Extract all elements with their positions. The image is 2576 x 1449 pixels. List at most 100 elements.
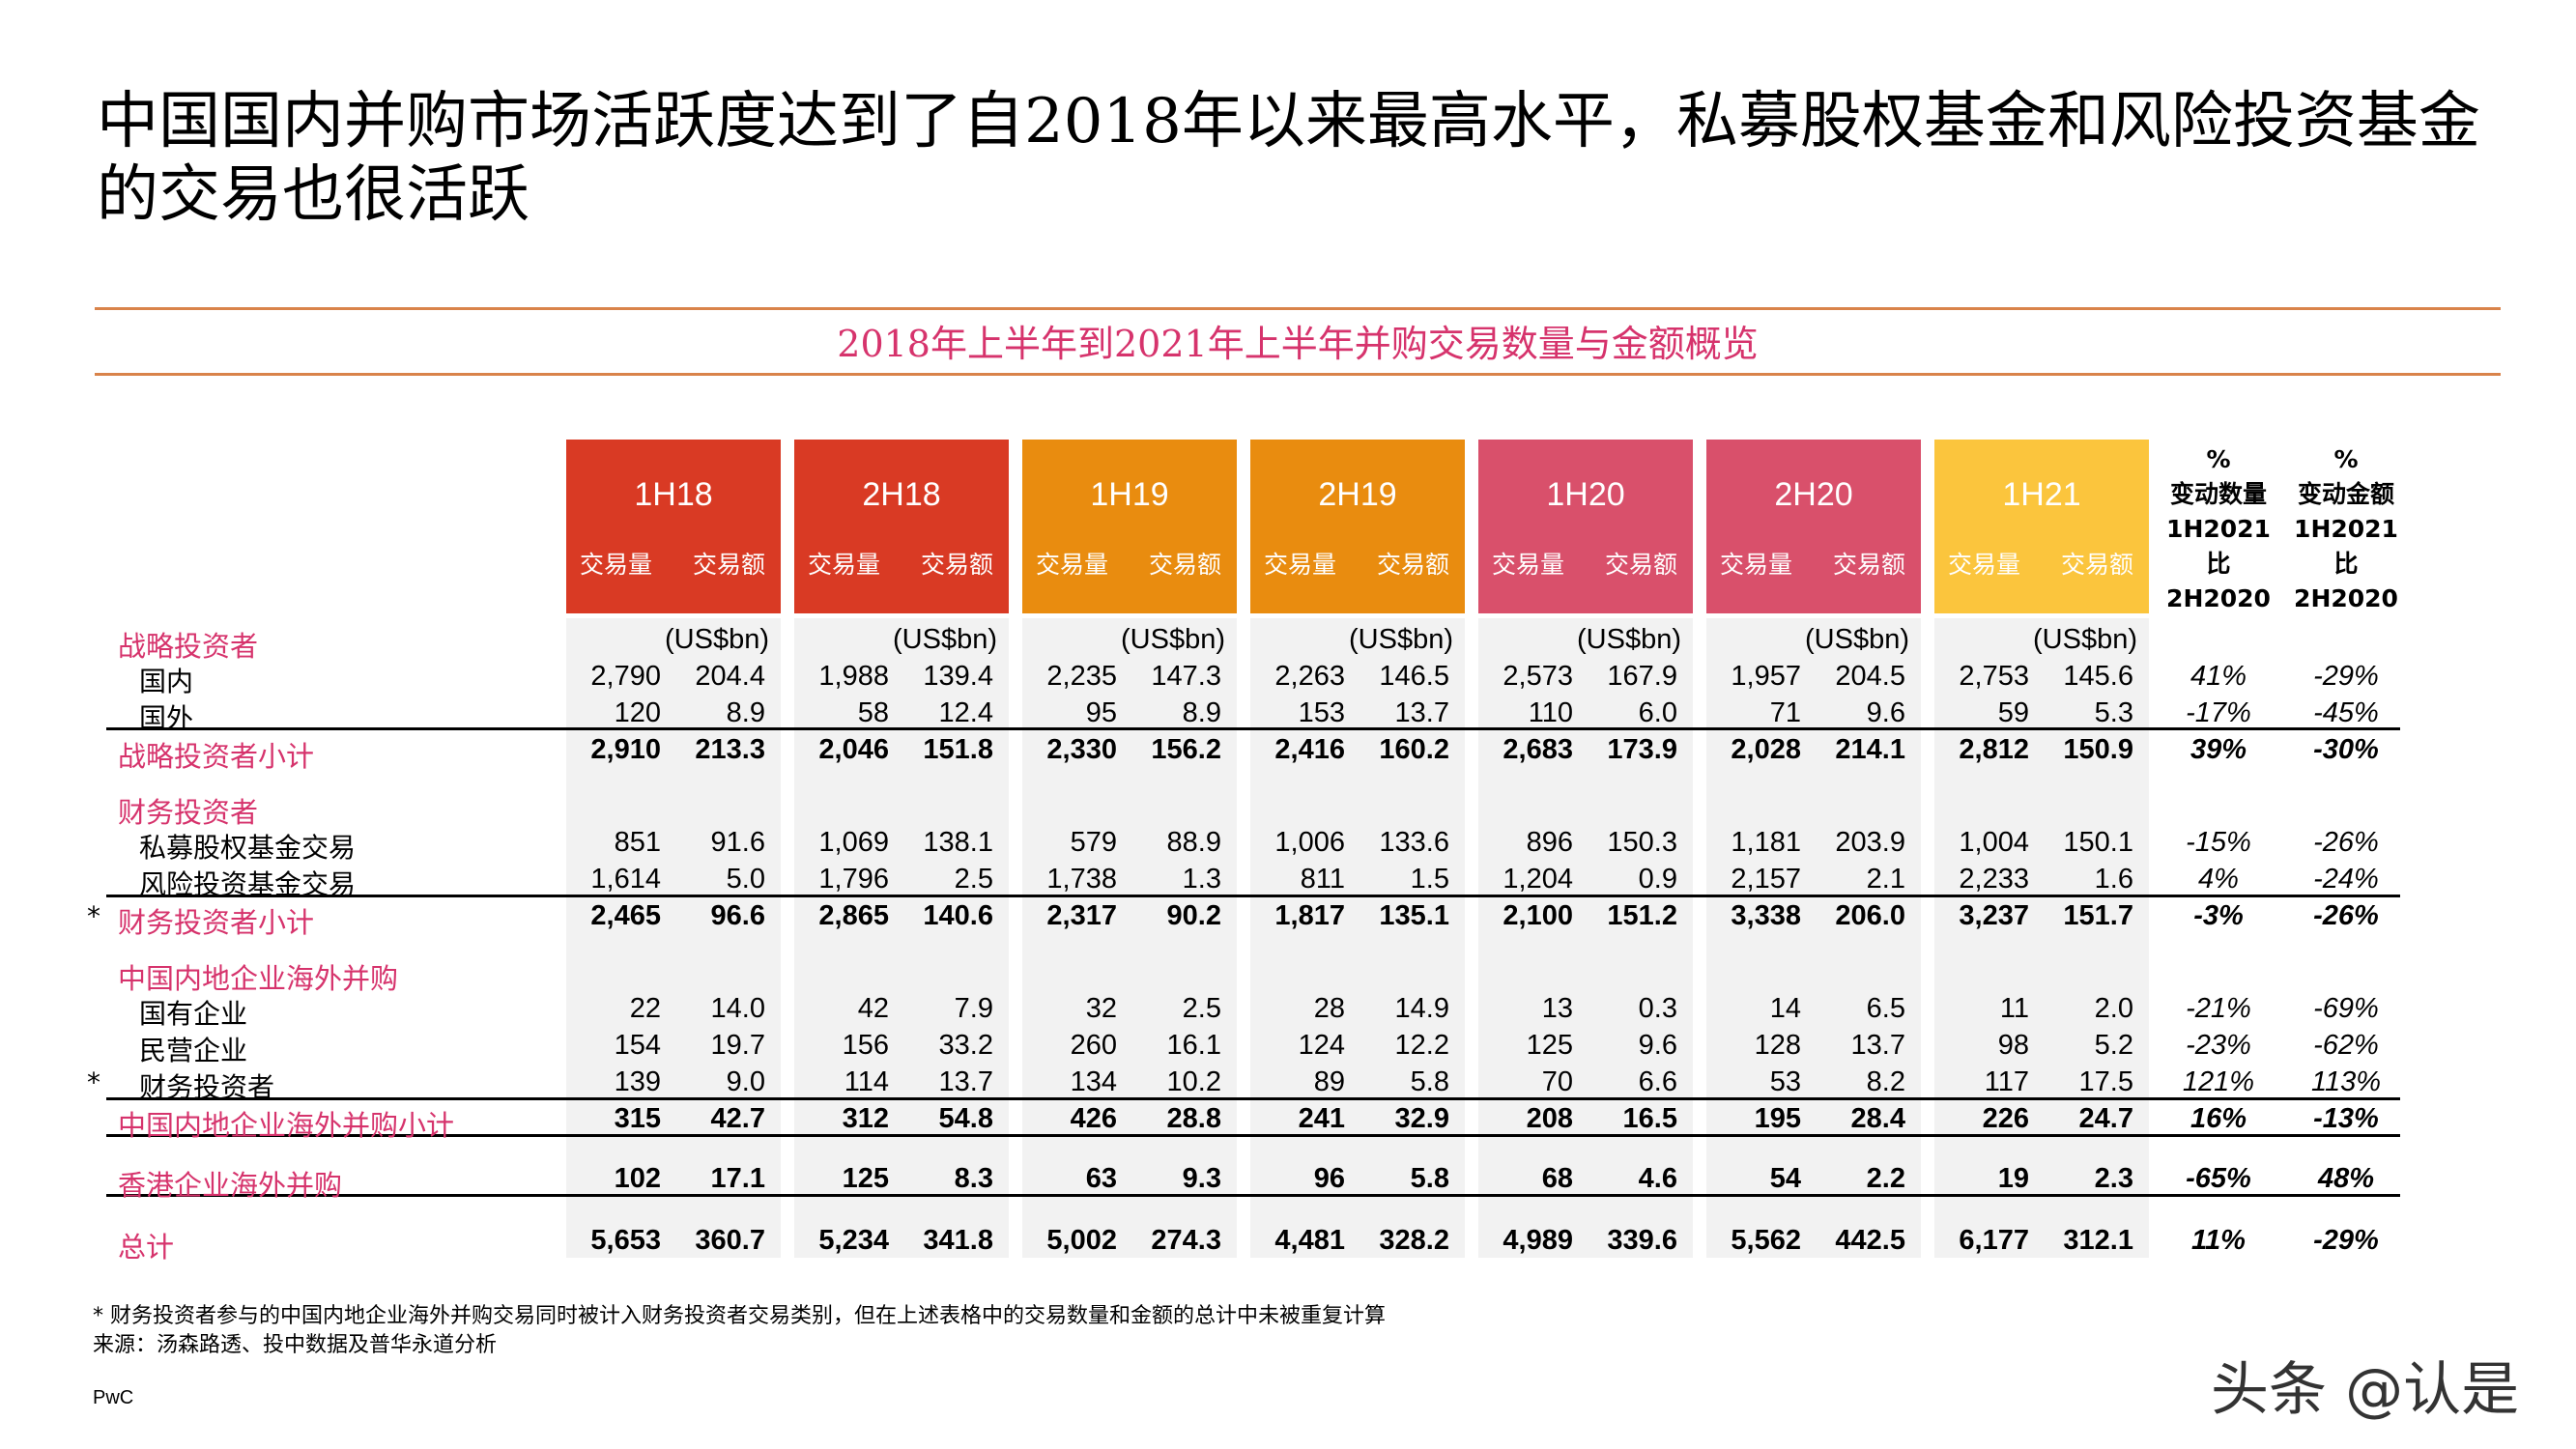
deal-value-cell: 13.7 (938, 1066, 993, 1097)
deal-value-cell: 2.3 (2094, 1163, 2133, 1194)
value-subheader: 交易额 (1148, 551, 1221, 579)
deal-value-cell: 339.6 (1607, 1225, 1677, 1256)
deal-value-cell: 90.2 (1166, 900, 1221, 931)
value-subheader: 交易额 (1376, 551, 1449, 579)
deal-count-cell: 95 (1085, 697, 1117, 728)
deal-value-cell: 274.3 (1151, 1225, 1221, 1256)
row-label: 国内 (139, 666, 194, 697)
deal-value-cell: 1.5 (1410, 864, 1449, 895)
change-value-cell: 48% (2317, 1163, 2375, 1194)
unit-label: (US$bn) (665, 624, 769, 655)
row-label: 风险投资基金交易 (139, 868, 357, 900)
deal-value-cell: 0.3 (1638, 993, 1677, 1024)
count-subheader: 交易量 (1948, 551, 2021, 579)
deal-count-cell: 2,416 (1274, 734, 1345, 765)
deal-count-cell: 120 (614, 697, 661, 728)
deal-count-cell: 315 (614, 1103, 661, 1134)
deal-count-cell: 312 (842, 1103, 889, 1134)
deal-value-cell: 9.0 (726, 1066, 765, 1097)
period-header-1h21: 1H21 交易量 交易额 (1934, 440, 2149, 613)
deal-value-cell: 151.7 (2063, 900, 2133, 931)
deal-value-cell: 5.2 (2094, 1030, 2133, 1061)
deal-count-cell: 154 (614, 1030, 661, 1061)
deal-value-cell: 4.6 (1638, 1163, 1677, 1194)
deal-count-cell: 851 (614, 827, 661, 858)
change-value-cell: 113% (2310, 1066, 2382, 1097)
change-value-header: % 变动金额 1H2021 比 2H2020 (2283, 442, 2409, 616)
deal-value-cell: 13.7 (1850, 1030, 1905, 1061)
deal-value-cell: 312.1 (2063, 1225, 2133, 1256)
deal-count-cell: 2,233 (1959, 864, 2029, 895)
deal-value-cell: 32.9 (1394, 1103, 1449, 1134)
header-line: 2H2020 (2166, 584, 2271, 612)
deal-value-cell: 2.0 (2094, 993, 2133, 1024)
row-label: 财务投资者 (139, 1071, 275, 1103)
deal-count-cell: 2,046 (818, 734, 889, 765)
change-value-cell: -62% (2313, 1030, 2379, 1061)
deal-count-cell: 260 (1070, 1030, 1117, 1061)
period-name: 1H19 (1090, 476, 1169, 513)
period-header-2h20: 2H20 交易量 交易额 (1706, 440, 1921, 613)
deal-value-cell: 24.7 (2078, 1103, 2133, 1134)
deal-count-cell: 156 (842, 1030, 889, 1061)
deal-count-cell: 54 (1769, 1163, 1801, 1194)
deal-count-cell: 4,989 (1503, 1225, 1573, 1256)
table-title: 2018年上半年到2021年上半年并购交易数量与金额概览 (837, 323, 1759, 365)
deal-count-cell: 32 (1085, 993, 1117, 1024)
deal-value-cell: 17.5 (2078, 1066, 2133, 1097)
deal-value-cell: 150.3 (1607, 827, 1677, 858)
unit-label: (US$bn) (2033, 624, 2137, 655)
deal-value-cell: 160.2 (1379, 734, 1449, 765)
deal-value-cell: 140.6 (923, 900, 993, 931)
deal-count-cell: 96 (1313, 1163, 1345, 1194)
deal-count-cell: 4,481 (1274, 1225, 1345, 1256)
change-count-cell: 16% (2190, 1103, 2247, 1134)
deal-count-cell: 139 (614, 1066, 661, 1097)
period-header-1h19: 1H19 交易量 交易额 (1022, 440, 1237, 613)
deal-count-cell: 2,330 (1046, 734, 1117, 765)
deal-count-cell: 13 (1541, 993, 1573, 1024)
row-label: 中国内地企业海外并购小计 (118, 1109, 455, 1142)
deal-value-cell: 204.5 (1835, 661, 1905, 692)
deal-count-cell: 125 (842, 1163, 889, 1194)
row-divider (106, 1134, 2400, 1137)
deal-value-cell: 2.5 (1182, 993, 1221, 1024)
deal-count-cell: 71 (1769, 697, 1801, 728)
count-subheader: 交易量 (808, 551, 881, 579)
deal-value-cell: 1.3 (1182, 864, 1221, 895)
value-subheader: 交易额 (920, 551, 993, 579)
period-column-bg (1022, 618, 1237, 1258)
header-line: 变动金额 (2297, 480, 2394, 508)
period-column-bg (794, 618, 1009, 1258)
change-count-cell: -65% (2186, 1163, 2251, 1194)
deal-value-cell: 14.9 (1394, 993, 1449, 1024)
deal-count-cell: 3,338 (1731, 900, 1801, 931)
deal-value-cell: 13.7 (1394, 697, 1449, 728)
deal-value-cell: 6.6 (1638, 1066, 1677, 1097)
deal-value-cell: 6.5 (1866, 993, 1905, 1024)
deal-value-cell: 146.5 (1379, 661, 1449, 692)
deal-count-cell: 63 (1085, 1163, 1117, 1194)
row-divider (106, 727, 2400, 730)
deal-value-cell: 0.9 (1638, 864, 1677, 895)
change-count-cell: 4% (2198, 864, 2239, 895)
deal-value-cell: 17.1 (710, 1163, 765, 1194)
row-label: 中国内地企业海外并购 (118, 962, 399, 995)
value-subheader: 交易额 (2060, 551, 2133, 579)
row-label: 国有企业 (139, 998, 248, 1030)
deal-value-cell: 147.3 (1151, 661, 1221, 692)
deal-value-cell: 139.4 (923, 661, 993, 692)
deal-value-cell: 135.1 (1379, 900, 1449, 931)
row-label: 民营企业 (139, 1035, 248, 1066)
deal-count-cell: 2,910 (590, 734, 661, 765)
deal-value-cell: 6.0 (1638, 697, 1677, 728)
deal-count-cell: 226 (1982, 1103, 2029, 1134)
change-count-cell: 41% (2190, 661, 2247, 692)
row-label: 财务投资者小计 (118, 906, 315, 939)
deal-count-cell: 1,069 (818, 827, 889, 858)
deal-count-cell: 2,683 (1503, 734, 1573, 765)
header-line: 比 (2206, 550, 2231, 578)
deal-value-cell: 133.6 (1379, 827, 1449, 858)
deal-count-cell: 110 (1528, 697, 1573, 728)
deal-value-cell: 167.9 (1607, 661, 1677, 692)
